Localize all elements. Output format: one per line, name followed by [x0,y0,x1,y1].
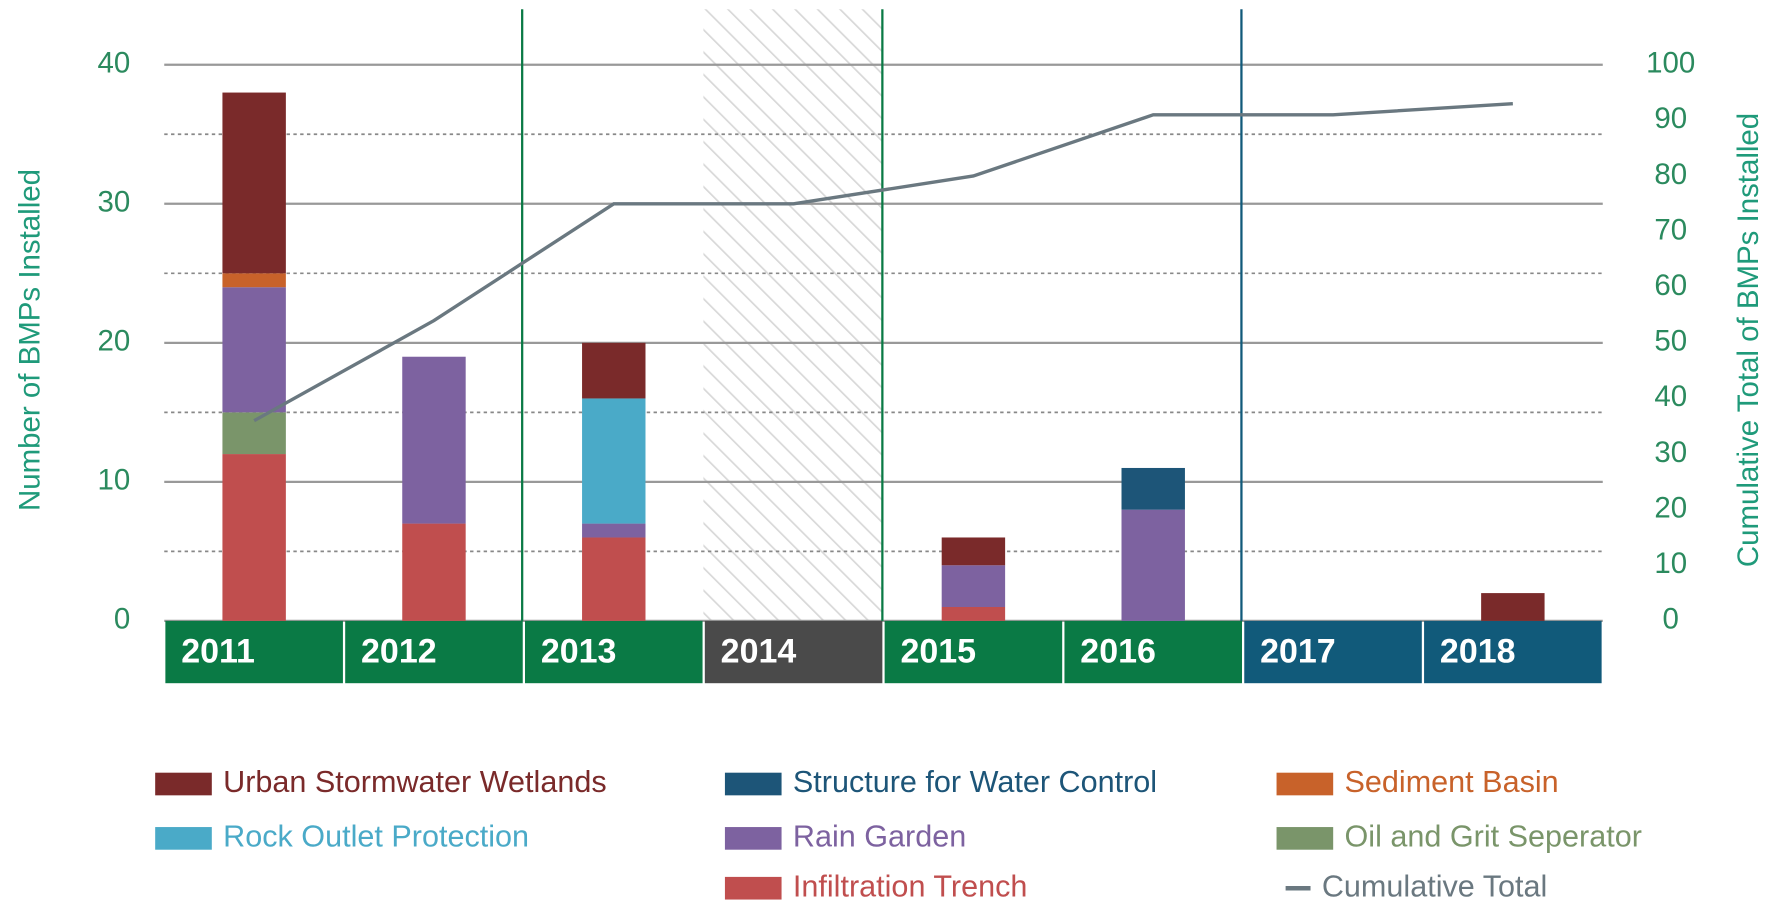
x-tick-label: 2017 [1260,633,1336,671]
category-band [1064,620,1242,684]
category-band [1424,620,1602,684]
legend-swatch [724,827,782,850]
category-band [345,620,523,684]
bar [941,537,1006,566]
bar [222,412,286,455]
bar [1121,509,1185,621]
legend-label: Infiltration Trench [793,869,1028,902]
y2-tick-label: 50 [1654,325,1687,358]
y-tick-label: 0 [114,603,130,636]
y2-tick-label: 90 [1654,102,1687,135]
y-tick-label: 20 [98,325,131,358]
legend-swatch [724,876,782,900]
bar [941,565,1006,607]
bar [222,273,286,288]
legend-label: Rock Outlet Protection [223,819,529,853]
legend-swatch [155,827,212,850]
bar [941,607,1006,621]
y2-tick-label: 100 [1646,47,1695,80]
bar [222,454,286,621]
y2-tick-label: 60 [1654,269,1687,302]
bar [582,537,646,621]
y2-axis-title: Cumulative Total of BMPs Installed [1732,113,1765,567]
category-band [884,620,1063,684]
y2-tick-label: 20 [1654,491,1687,524]
category-band [704,620,883,684]
legend-swatch [1276,772,1334,796]
x-tick-label: 2012 [361,633,437,671]
legend-label: Structure for Water Control [793,765,1157,799]
x-tick-label: 2015 [900,633,976,671]
legend-swatch [1276,827,1334,850]
legend-label: Rain Garden [793,819,966,853]
category-band [525,620,703,684]
bar [582,342,646,399]
y2-tick-label: 30 [1654,436,1687,469]
category-band [165,620,343,684]
category-band [1244,620,1422,684]
y-tick-label: 40 [98,47,131,80]
x-tick-label: 2016 [1080,633,1156,671]
legend-label: Sediment Basin [1345,765,1559,799]
legend-label: Cumulative Total [1322,869,1547,902]
x-tick-label: 2018 [1440,633,1516,671]
legend-swatch [724,772,782,796]
y2-tick-label: 40 [1654,380,1687,413]
legend-label: Oil and Grit Seperator [1345,819,1642,853]
bar [222,287,286,413]
x-tick-label: 2013 [541,633,617,671]
bar [582,398,646,524]
x-tick-label: 2014 [721,633,797,671]
legend-label: Urban Stormwater Wetlands [223,765,607,799]
y2-tick-label: 0 [1663,603,1679,636]
bar [1121,467,1185,510]
y-tick-label: 30 [98,186,131,219]
bar [402,356,466,524]
bar [402,523,466,621]
legend-swatch [155,772,212,796]
y2-tick-label: 80 [1654,158,1687,191]
bar [222,92,286,274]
x-tick-label: 2011 [181,633,255,671]
bar [582,523,646,538]
hatched-period [703,9,883,621]
y-axis-title: Number of BMPs Installed [13,169,46,511]
line [253,101,1513,423]
y-tick-label: 10 [98,464,131,497]
y2-tick-label: 70 [1654,213,1687,246]
bar [1481,593,1545,621]
y2-tick-label: 10 [1654,547,1687,580]
